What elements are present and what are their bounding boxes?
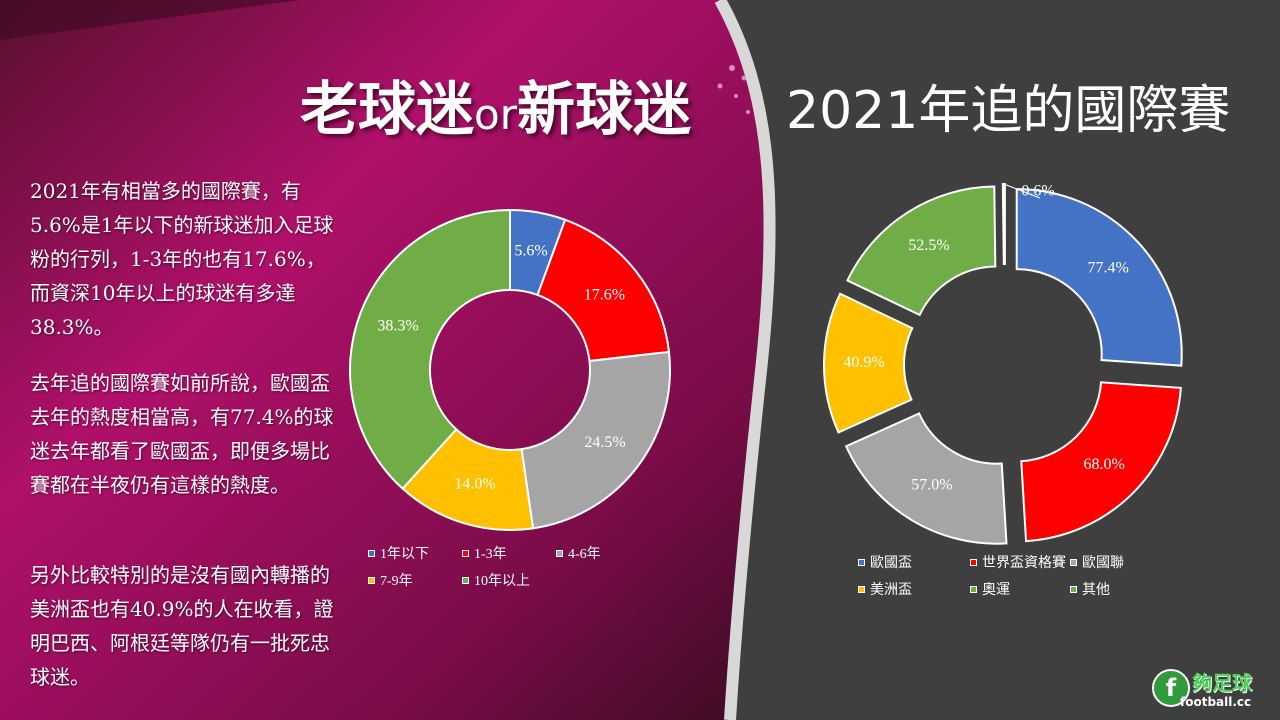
legend-item: 奧運: [970, 579, 1010, 599]
left-title-or: or: [474, 90, 517, 139]
data-label: 52.5%: [908, 237, 949, 254]
legend-swatch: [556, 549, 563, 557]
donut-slice-5: [1001, 182, 1006, 266]
data-label: 57.0%: [911, 476, 952, 493]
legend-label: 1-3年: [474, 547, 507, 562]
paragraph-new-fans: 2021年有相當多的國際賽，有5.6%是1年以下的新球迷加入足球粉的行列，1-3…: [30, 179, 334, 339]
football-cc-logo: f 夠足球 football.cc: [1152, 665, 1272, 715]
donut-slice-1: [536, 218, 671, 363]
legend-label: 4-6年: [568, 547, 601, 562]
legend-swatch: [970, 558, 977, 566]
logo-english-text: football.cc: [1180, 695, 1252, 709]
legend-item: 世界盃資格賽: [970, 552, 1066, 572]
donut-slice-4: [349, 208, 511, 491]
legend-item: 7-9年: [368, 570, 413, 590]
legend-swatch: [970, 585, 977, 593]
legend-label: 美洲盃: [870, 583, 912, 598]
donut-chart-fan-tenure: 5.6% 17.6% 24.5% 14.0% 38.3%: [349, 208, 671, 531]
data-label: 40.9%: [843, 354, 884, 371]
legend-international-matches: 歐國盃 世界盃資格賽 歐國聯美洲盃 奧運 其他: [858, 552, 1158, 602]
data-label: 77.4%: [1087, 260, 1128, 277]
donut-slice-4: [846, 185, 997, 317]
paragraph-euro-cup: 去年追的國際賽如前所說，歐國盃去年的熱度相當高，有77.4%的球迷去年都看了歐國…: [30, 371, 334, 497]
legend-item: 1-3年: [462, 543, 507, 563]
legend-label: 10年以上: [474, 574, 530, 589]
legend-swatch: [368, 576, 375, 584]
right-title: 2021年追的國際賽: [786, 81, 1231, 141]
divider-curve: [714, 0, 776, 720]
legend-label: 1年以下: [380, 547, 429, 562]
data-label: 68.0%: [1084, 456, 1125, 473]
logo-chinese-text: 夠足球: [1192, 671, 1252, 695]
legend-swatch: [858, 585, 865, 593]
left-title: 老球迷or新球迷: [300, 62, 691, 146]
legend-swatch: [858, 558, 865, 566]
legend-label: 世界盃資格賽: [982, 556, 1066, 571]
donut-chart-international-matches: 77.4% 68.0% 57.0% 40.9% 52.5% 0.6%: [823, 182, 1183, 545]
leader-line: [1003, 183, 1041, 199]
legend-item: 歐國聯: [1070, 552, 1124, 572]
legend-item: 美洲盃: [858, 579, 912, 599]
legend-item: 其他: [1070, 579, 1110, 599]
donut-slice-2: [520, 350, 671, 530]
legend-label: 歐國盃: [870, 556, 912, 571]
legend-swatch: [1070, 585, 1077, 593]
legend-item: 4-6年: [556, 543, 601, 563]
left-title-part1: 老球迷: [300, 75, 475, 143]
legend-label: 其他: [1082, 583, 1110, 598]
paragraph-copa-america: 另外比較特別的是沒有國內轉播的美洲盃也有40.9%的人在收看，證明巴西、阿根廷等…: [30, 563, 334, 689]
data-label: 24.5%: [584, 434, 625, 451]
legend-swatch: [462, 549, 469, 557]
logo-ball-icon: f: [1152, 669, 1190, 707]
donut-slice-1: [1020, 381, 1182, 543]
data-label: 38.3%: [377, 318, 418, 335]
legend-item: 1年以下: [368, 543, 429, 563]
legend-swatch: [1070, 558, 1077, 566]
left-title-part2: 新球迷: [516, 75, 691, 143]
legend-swatch: [368, 549, 375, 557]
legend-label: 奧運: [982, 583, 1010, 598]
data-label: 14.0%: [454, 475, 495, 492]
legend-label: 歐國聯: [1082, 556, 1124, 571]
donut-slice-0: [1015, 188, 1183, 367]
data-label: 5.6%: [514, 243, 547, 260]
legend-item: 歐國盃: [858, 552, 912, 572]
legend-label: 7-9年: [380, 574, 413, 589]
data-label: 0.6%: [1021, 183, 1054, 200]
legend-swatch: [462, 576, 469, 584]
donut-slice-3: [823, 292, 914, 434]
legend-item: 10年以上: [462, 570, 530, 590]
data-label: 17.6%: [584, 287, 625, 304]
legend-fan-tenure: 1年以下 1-3年 4-6年 7-9年 10年以上: [368, 543, 668, 593]
donut-slice-2: [844, 412, 1008, 545]
